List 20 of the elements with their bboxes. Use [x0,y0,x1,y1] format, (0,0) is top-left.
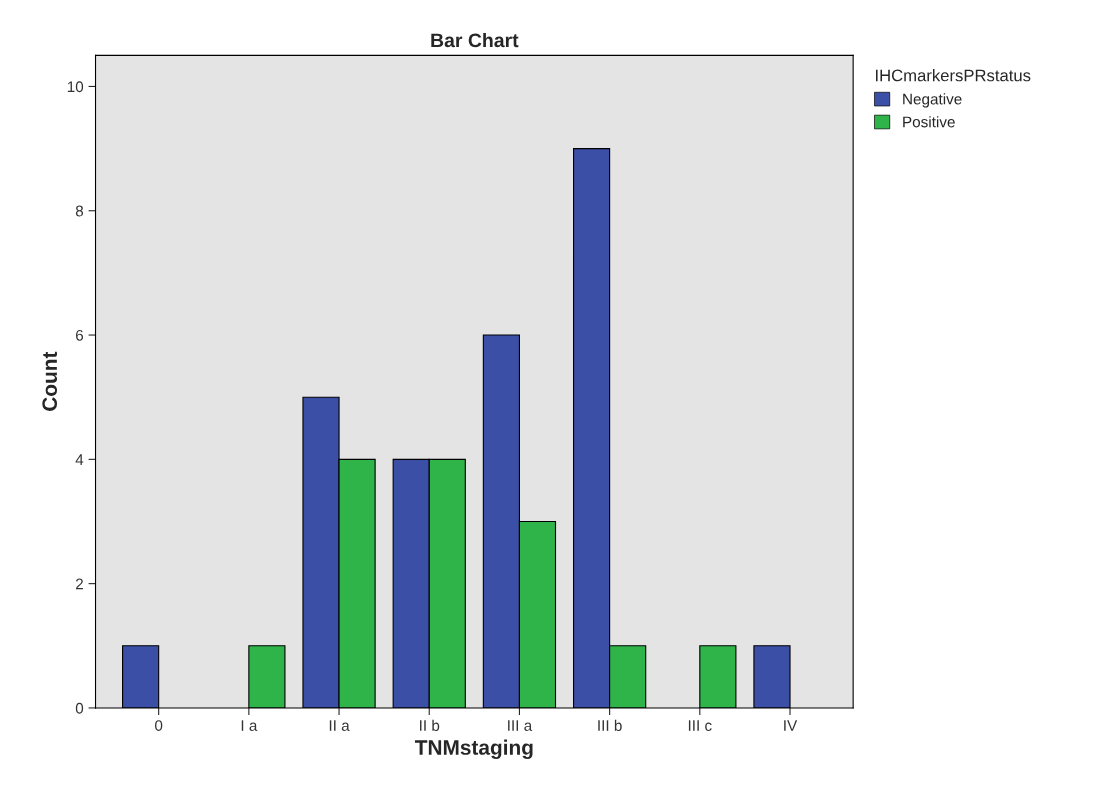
x-tick-label: II b [420,719,440,731]
y-axis-title: Count [42,351,58,411]
x-tick-label: III b [598,719,622,731]
x-tick-label: III a [508,720,533,731]
y-tick-label: 6 [76,329,84,341]
legend-label: Positive [903,116,955,128]
y-tick-label: 2 [75,578,83,590]
legend-label: Negative [903,93,962,108]
x-tick-label: 0 [155,720,163,731]
x-tick-label: III c [688,720,712,731]
legend-title: IHCmarkersPRstatus [876,69,1031,82]
y-tick-label: 0 [75,702,84,714]
x-tick-label: I a [241,720,258,731]
x-tick-label: II a [329,720,350,731]
y-tick-label: 10 [67,81,84,93]
x-tick-label: IV [784,720,798,731]
y-tick-label: 4 [75,454,84,465]
y-tick-label: 8 [75,205,84,217]
chart-title: Bar Chart [431,32,519,48]
x-axis-title: TNMstaging [414,739,533,760]
